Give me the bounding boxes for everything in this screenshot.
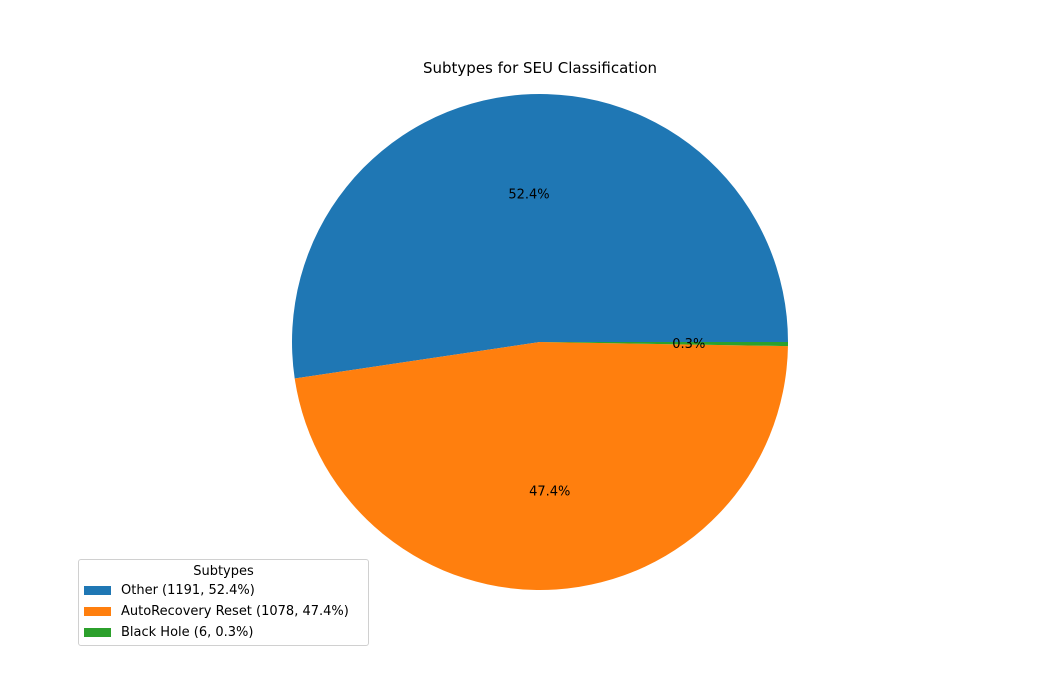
legend-item-autorecovery-reset: AutoRecovery Reset (1078, 47.4%) — [79, 601, 368, 622]
pct-label-other: 52.4% — [508, 188, 549, 203]
legend-label-black-hole: Black Hole (6, 0.3%) — [121, 625, 254, 640]
legend-swatch-other — [84, 586, 111, 595]
pie-percent-labels: 52.4% 47.4% 0.3% — [508, 188, 705, 500]
pct-label-autorecovery-reset: 47.4% — [529, 484, 570, 499]
legend-label-autorecovery-reset: AutoRecovery Reset (1078, 47.4%) — [121, 604, 349, 619]
pie-slices — [291, 93, 788, 590]
pie-slice-black-hole — [540, 342, 788, 347]
legend-item-black-hole: Black Hole (6, 0.3%) — [79, 622, 368, 643]
legend-swatch-black-hole — [84, 628, 111, 637]
legend-item-other: Other (1191, 52.4%) — [79, 580, 368, 601]
legend-label-other: Other (1191, 52.4%) — [121, 583, 255, 598]
pie-slice-autorecovery-reset — [294, 342, 788, 590]
chart-title: Subtypes for SEU Classification — [423, 59, 657, 77]
pct-label-black-hole: 0.3% — [672, 337, 705, 352]
legend-title: Subtypes — [193, 564, 254, 579]
legend-swatch-autorecovery-reset — [84, 607, 111, 616]
pie-slice-other — [291, 93, 788, 379]
legend: Subtypes Other (1191, 52.4%) AutoRecover… — [78, 559, 369, 646]
